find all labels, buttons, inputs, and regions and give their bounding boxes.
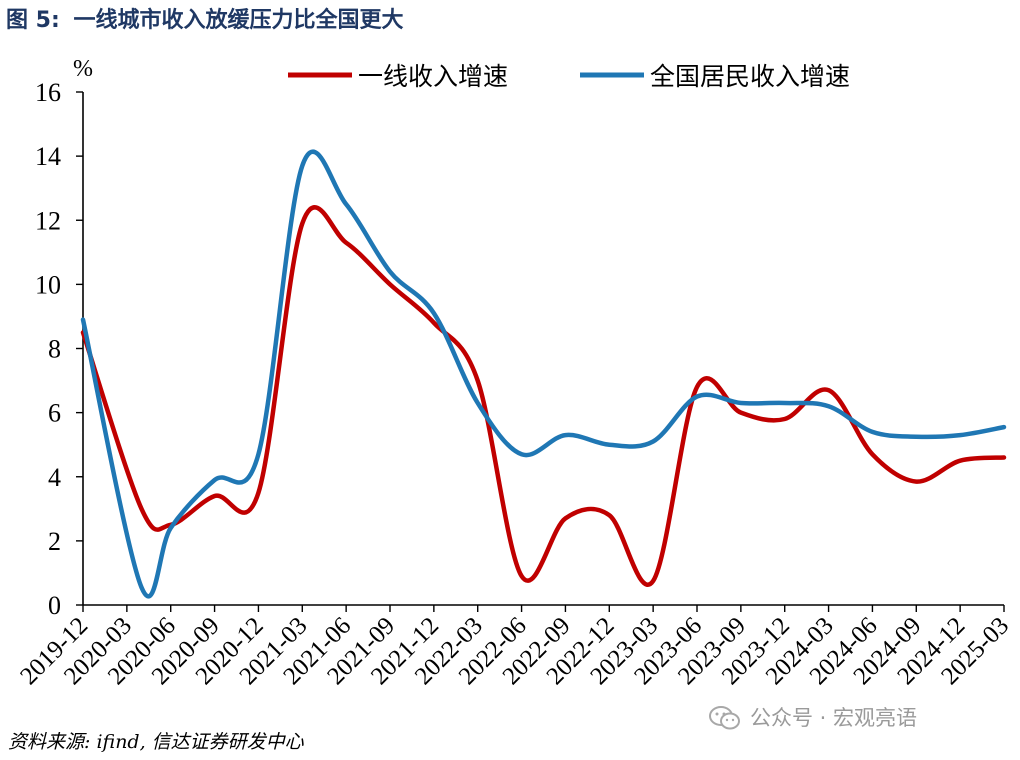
source-note: 资料来源: ifind, 信达证券研发中心 <box>8 731 304 753</box>
figure-label: 图 5: <box>6 8 60 33</box>
y-tick-label: 10 <box>35 270 61 299</box>
y-tick-label: 4 <box>48 463 61 492</box>
figure-title-text: 一线城市收入放缓压力比全国更大 <box>73 8 404 33</box>
series-line-tier1-income <box>80 205 1007 587</box>
watermark: 公众号 · 宏观亮语 <box>708 700 917 736</box>
legend: 一线收入增速 全国居民收入增速 <box>288 62 850 91</box>
y-tick-label: 16 <box>35 78 61 107</box>
series-line-national-income <box>80 149 1007 599</box>
y-tick-label: 8 <box>48 335 61 364</box>
watermark-text: 公众号 · 宏观亮语 <box>750 706 918 730</box>
axes: 0246810121416%2019-122020-032020-062020-… <box>15 56 1014 690</box>
legend-label-national-income: 全国居民收入增速 <box>650 62 850 91</box>
y-tick-label: 6 <box>48 399 61 428</box>
wechat-icon <box>709 706 740 730</box>
y-tick-label: 0 <box>48 591 61 620</box>
legend-label-tier1-income: 一线收入增速 <box>358 62 508 91</box>
y-tick-label: 14 <box>35 142 61 171</box>
y-unit-label: % <box>73 56 93 82</box>
y-tick-label: 2 <box>48 527 61 556</box>
figure-title: 图 5: 一线城市收入放缓压力比全国更大 <box>6 4 1006 38</box>
y-tick-label: 12 <box>35 206 61 235</box>
series-lines <box>80 149 1007 599</box>
